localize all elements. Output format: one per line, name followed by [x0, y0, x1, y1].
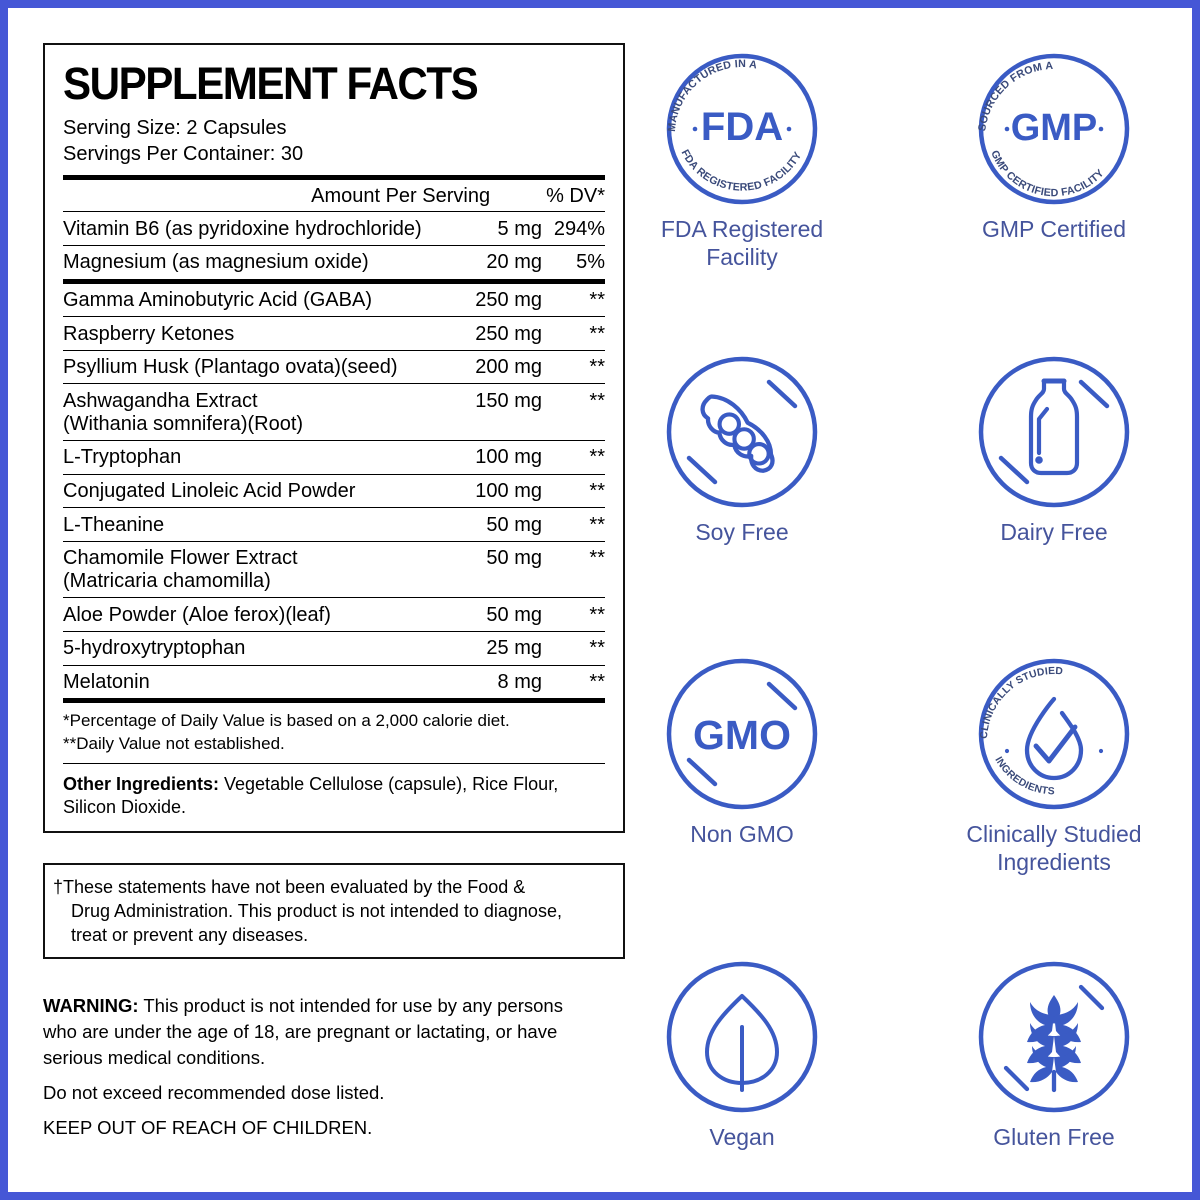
- svg-text:FDA: FDA: [701, 105, 783, 149]
- svg-text:GMP: GMP: [1011, 107, 1098, 149]
- svg-text:GMO: GMO: [693, 712, 791, 758]
